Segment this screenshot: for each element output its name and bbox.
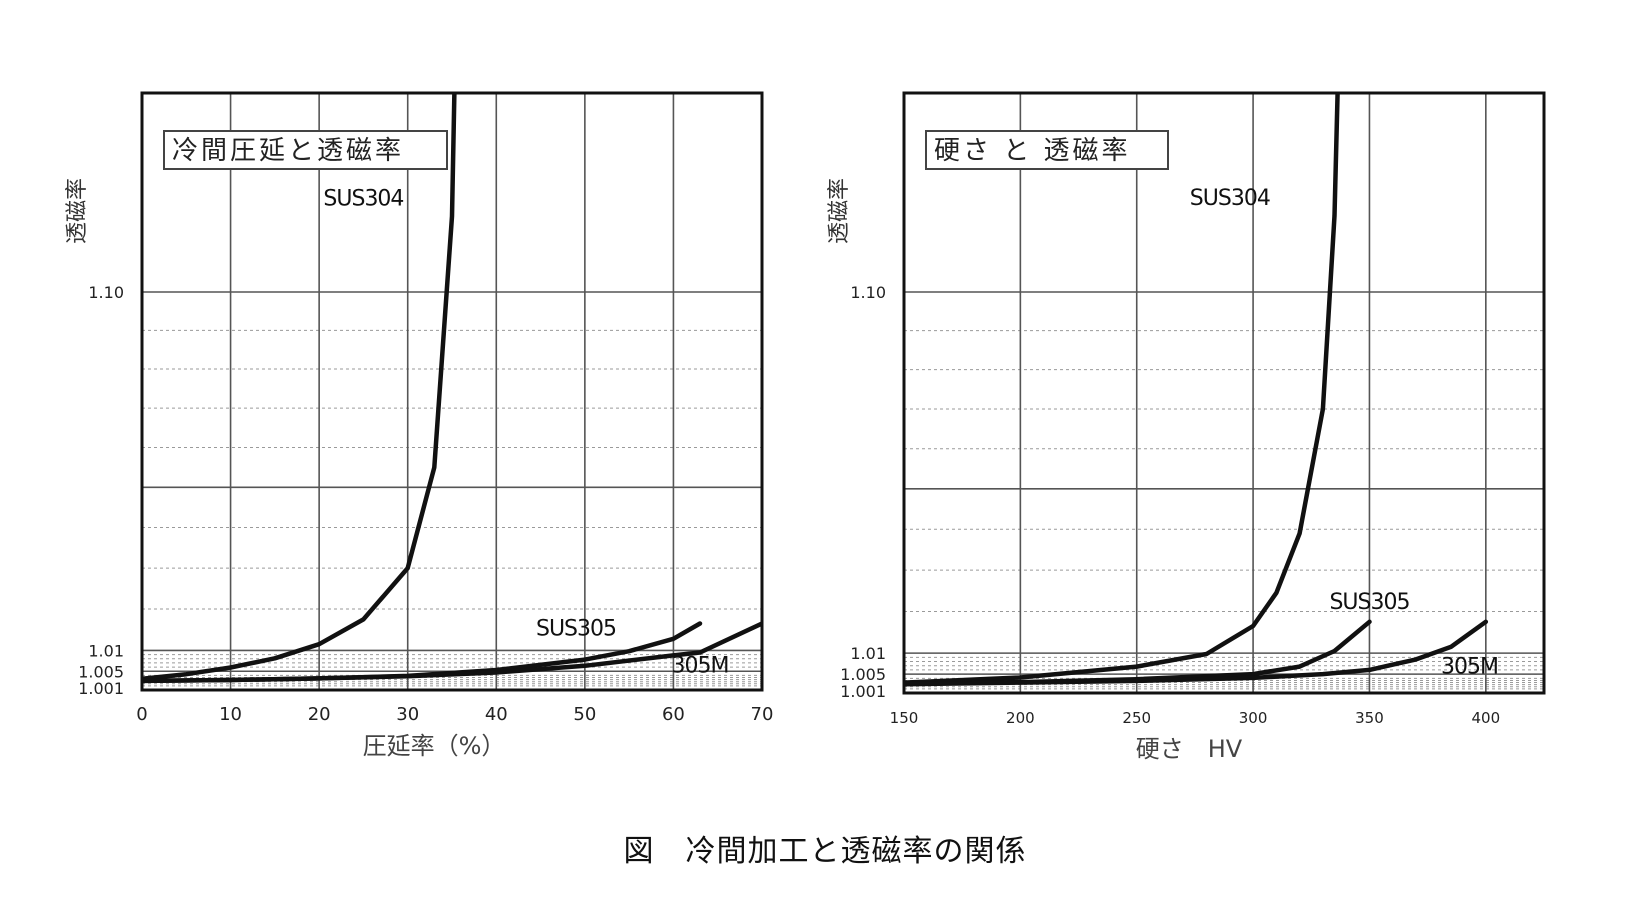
y-tick-label: 1.001 xyxy=(78,679,124,698)
y-axis-label: 透磁率 xyxy=(65,178,90,244)
series-label-305m: 305M xyxy=(672,654,729,679)
figure-caption: 図 冷間加工と透磁率の関係 xyxy=(623,834,1027,869)
y-tick-label: 1.005 xyxy=(78,662,124,681)
x-tick-label: 250 xyxy=(1122,709,1151,727)
plot-frame xyxy=(140,91,764,692)
y-tick-label: 1.01 xyxy=(88,641,124,660)
x-tick-label: 10 xyxy=(219,704,242,725)
x-tick-label: 150 xyxy=(890,709,919,727)
series-label-sus305: SUS305 xyxy=(536,617,616,642)
series-lines xyxy=(142,93,762,684)
x-axis-label: 圧延率（%） xyxy=(363,732,506,760)
x-axis-label: 硬さ HV xyxy=(1136,735,1243,763)
series-line-305m xyxy=(904,619,1489,687)
grid xyxy=(904,93,1544,693)
series-line-sus304 xyxy=(142,93,457,682)
y-axis-label: 透磁率 xyxy=(827,178,852,244)
series-label-305m: 305M xyxy=(1441,655,1498,680)
chart-title: 冷間圧延と透磁率 xyxy=(172,136,404,166)
x-tick-label: 50 xyxy=(573,704,596,725)
series-label-sus305: SUS305 xyxy=(1329,590,1409,615)
y-tick-label: 1.10 xyxy=(88,283,124,302)
series-line-305m xyxy=(142,621,762,684)
chart-title-box: 冷間圧延と透磁率 xyxy=(163,130,448,170)
x-tick-label: 200 xyxy=(1006,709,1035,727)
chart-title: 硬さ と 透磁率 xyxy=(934,136,1131,166)
x-tick-label: 60 xyxy=(662,704,685,725)
x-tick-label: 30 xyxy=(396,704,419,725)
series-label-sus304: SUS304 xyxy=(1190,186,1270,211)
chart-title-frame xyxy=(163,130,448,170)
series-line-sus305 xyxy=(142,621,703,684)
y-tick-label: 1.10 xyxy=(850,283,886,302)
chart-2: SUS304 SUS305 305M 硬さ と 透磁率 150 200 250 300 350 4… xyxy=(827,91,1546,763)
x-tick-label: 0 xyxy=(136,704,147,725)
x-tick-label: 300 xyxy=(1239,709,1268,727)
series-lines xyxy=(904,93,1489,687)
series-label-sus304: SUS304 xyxy=(323,187,403,212)
y-tick-label: 1.005 xyxy=(840,665,886,684)
chart-title-box: 硬さ と 透磁率 xyxy=(925,130,1169,170)
x-tick-label: 20 xyxy=(308,704,331,725)
grid xyxy=(142,93,762,690)
plot-frame xyxy=(902,91,1546,695)
y-tick-label: 1.001 xyxy=(840,682,886,701)
y-tick-label: 1.01 xyxy=(850,644,886,663)
chart-title-frame xyxy=(925,130,1169,170)
x-tick-label: 350 xyxy=(1355,709,1384,727)
x-tick-label: 40 xyxy=(485,704,508,725)
x-tick-label: 400 xyxy=(1471,709,1500,727)
chart-1: SUS304 SUS305 305M 冷間圧延と透磁率 0 10 20 30 40 50 60 70 1… xyxy=(65,91,774,760)
x-tick-label: 70 xyxy=(751,704,774,725)
series-line-sus304 xyxy=(904,93,1340,685)
